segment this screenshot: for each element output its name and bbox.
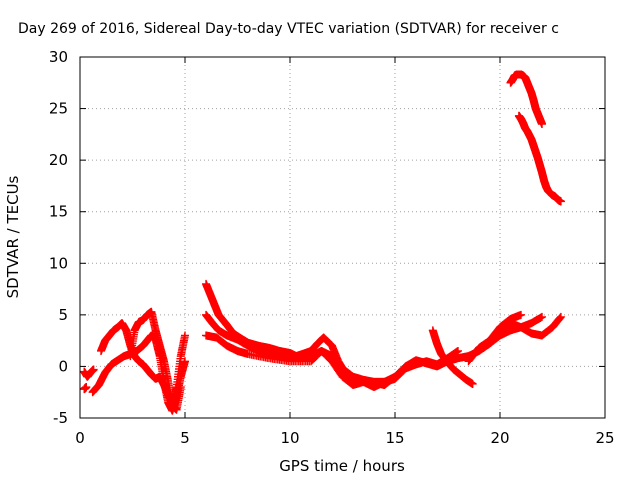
y-tick-label: 15 (49, 203, 68, 221)
y-tick-labels: -5 0 5 10 15 20 25 30 (49, 48, 68, 427)
data-point (89, 365, 98, 374)
data-point (181, 331, 189, 340)
y-axis-label: SDTVAR / TECUs (4, 175, 22, 298)
x-tick-label: 0 (75, 429, 85, 447)
y-tick-label: 30 (49, 48, 68, 66)
y-tick-label: -5 (53, 409, 68, 427)
data-point (538, 120, 546, 129)
x-tick-label: 25 (595, 429, 614, 447)
chart-title: Day 269 of 2016, Sidereal Day-to-day VTE… (18, 21, 559, 37)
data-point (454, 346, 462, 355)
x-tick-label: 10 (280, 429, 299, 447)
data-point (468, 379, 477, 388)
y-tick-label: 0 (58, 357, 68, 375)
data-point (176, 383, 185, 392)
x-tick-label: 15 (385, 429, 404, 447)
data-point (391, 372, 399, 381)
data-point (556, 312, 565, 321)
data-point (538, 312, 546, 321)
data-point (517, 310, 525, 319)
data-points (80, 70, 565, 415)
x-tick-label: 20 (490, 429, 509, 447)
x-tick-label: 5 (180, 429, 190, 447)
y-tick-label: 25 (49, 100, 68, 118)
data-point (82, 383, 91, 392)
y-tick-label: 20 (49, 151, 68, 169)
ticks (79, 56, 606, 419)
plot-frame (79, 56, 606, 419)
y-tick-label: 5 (58, 306, 68, 324)
x-tick-labels: 0 5 10 15 20 25 (75, 429, 614, 447)
x-axis-label: GPS time / hours (279, 457, 405, 475)
y-tick-label: 10 (49, 254, 68, 272)
data-point (556, 197, 565, 206)
